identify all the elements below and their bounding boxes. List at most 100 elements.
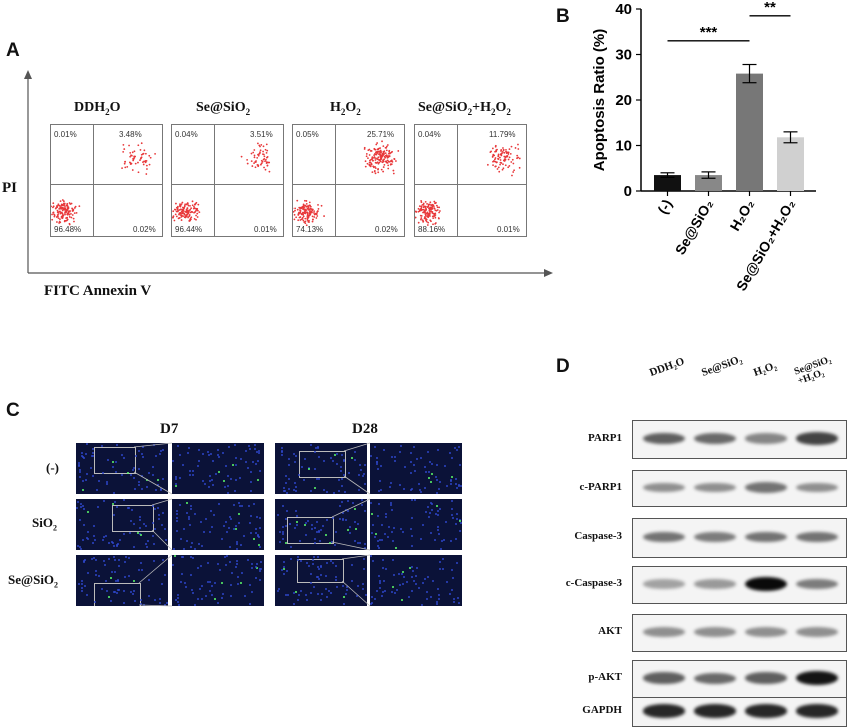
blot-label-c-caspase-3: c-Caspase-3	[532, 577, 622, 589]
blot-band	[745, 672, 787, 683]
wb-column-h2o2: H₂O₂	[752, 360, 778, 379]
flow-event	[500, 150, 502, 152]
blot-strip-c-caspase-3	[632, 566, 847, 604]
blot-band	[643, 627, 685, 637]
flow-event	[496, 149, 498, 151]
x-tick-label: (-)	[654, 197, 675, 217]
flow-event	[516, 157, 518, 159]
flow-event	[509, 148, 511, 150]
flow-event	[517, 144, 519, 146]
flow-event	[495, 146, 497, 148]
flow-event	[499, 164, 501, 166]
blot-band	[643, 579, 685, 588]
flow-event	[500, 162, 502, 164]
flow-event	[498, 171, 500, 173]
flow-event	[508, 165, 510, 167]
blot-band	[745, 627, 787, 637]
blot-label-parp1: PARP1	[532, 432, 622, 444]
bar-3	[777, 137, 804, 191]
y-axis-title: Apoptosis Ratio (%)	[591, 29, 608, 172]
flow-event	[517, 148, 519, 150]
flow-event	[512, 163, 514, 165]
flow-event	[499, 157, 501, 159]
flow-event	[500, 159, 502, 161]
zoom-connector-lines	[0, 0, 480, 620]
flow-event	[503, 149, 505, 151]
wb-column-se-sio2-h2o2: Se@SiO₂ +H₂O₂	[793, 351, 847, 387]
flow-event	[512, 159, 514, 161]
blot-strip-akt	[632, 614, 847, 652]
blot-band	[694, 673, 736, 684]
flow-event	[504, 160, 506, 162]
wb-column-ddh2o: DDH₂O	[648, 355, 686, 379]
x-tick-label: H₂O₂	[727, 197, 758, 234]
flow-event	[506, 152, 508, 154]
blot-band	[745, 532, 787, 543]
flow-event	[492, 148, 494, 150]
flow-event	[497, 158, 499, 160]
flow-event	[502, 163, 504, 165]
flow-event	[493, 160, 495, 162]
y-tick-label: 10	[615, 138, 632, 155]
flow-event	[505, 149, 507, 151]
flow-event	[507, 152, 509, 154]
blot-band	[796, 704, 838, 717]
blot-band	[745, 433, 787, 443]
x-tick-label: Se@SiO₂	[672, 197, 716, 258]
flow-event	[502, 147, 504, 149]
flow-event	[495, 165, 497, 167]
flow-event	[498, 166, 500, 168]
flow-event	[507, 155, 509, 157]
blot-strip-gapdh	[632, 697, 847, 727]
blot-band	[643, 672, 685, 683]
flow-event	[512, 171, 514, 173]
blot-label-caspase-3: Caspase-3	[532, 530, 622, 542]
flow-event	[515, 147, 517, 149]
flow-event	[495, 151, 497, 153]
blot-strip-c-parp1	[632, 470, 847, 507]
panel-d-letter: D	[556, 356, 570, 378]
blot-band	[796, 627, 838, 637]
blot-label-c-parp1: c-PARP1	[532, 481, 622, 493]
blot-label-akt: AKT	[532, 625, 622, 637]
flow-event	[493, 154, 495, 156]
flow-event	[487, 164, 489, 166]
flow-event	[501, 155, 503, 157]
blot-label-p-akt: p-AKT	[532, 671, 622, 683]
panel-b-letter: B	[556, 6, 570, 28]
flow-event	[508, 159, 510, 161]
y-tick-label: 30	[615, 47, 632, 64]
significance-stars-2: **	[764, 0, 776, 16]
flow-event	[503, 152, 505, 154]
flow-event	[502, 167, 504, 169]
flow-event	[495, 157, 497, 159]
blot-band	[796, 483, 838, 493]
blot-band	[694, 532, 736, 542]
blot-band	[745, 482, 787, 493]
blot-band	[796, 532, 838, 543]
blot-label-gapdh: GAPDH	[532, 704, 622, 716]
flow-event	[513, 169, 515, 171]
flow-event	[510, 161, 512, 163]
blot-strip-caspase-3	[632, 518, 847, 558]
y-tick-label: 20	[615, 92, 632, 109]
blot-strip-parp1	[632, 420, 847, 459]
blot-band	[745, 577, 787, 591]
y-tick-label: 40	[615, 1, 632, 18]
blot-band	[694, 704, 736, 717]
blot-band	[694, 433, 736, 444]
flow-event	[510, 153, 512, 155]
bar-2	[736, 74, 763, 191]
flow-event	[490, 150, 492, 152]
flow-event	[511, 146, 513, 148]
flow-event	[511, 175, 513, 177]
blot-band	[643, 704, 685, 717]
wb-column-se-sio2: Se@SiO₂	[700, 353, 744, 379]
flow-event	[507, 166, 509, 168]
blot-strip-p-akt	[632, 660, 847, 698]
quadrant-ur: 11.79%	[489, 130, 516, 139]
blot-band	[643, 483, 685, 493]
blot-band	[694, 483, 736, 493]
blot-band	[643, 433, 685, 444]
blot-band	[694, 579, 736, 589]
